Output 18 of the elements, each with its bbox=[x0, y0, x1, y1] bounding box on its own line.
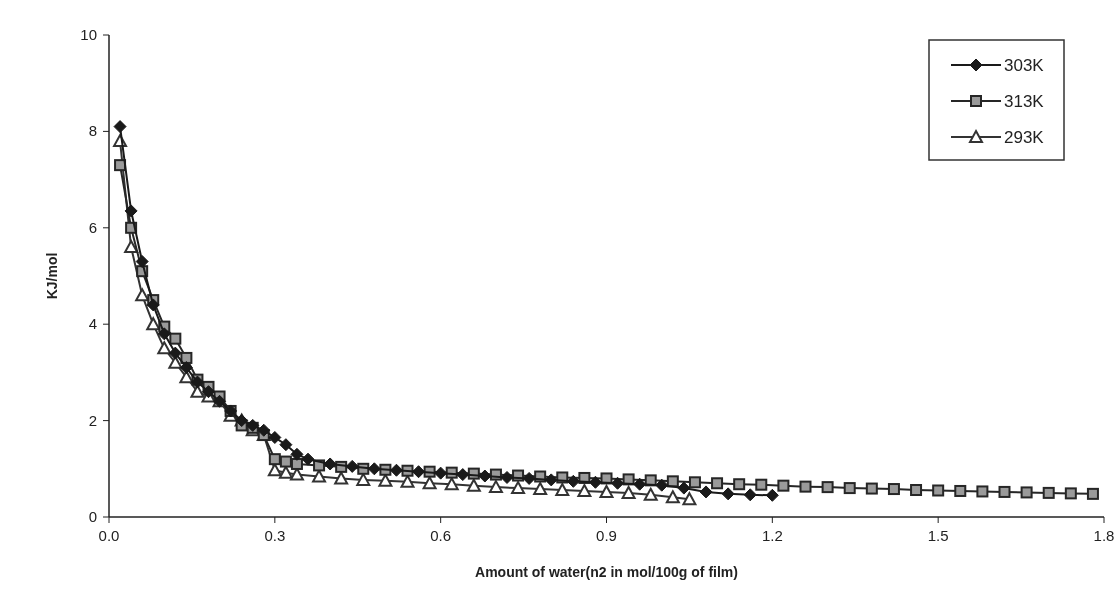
y-tick-label: 8 bbox=[88, 122, 97, 140]
x-tick-label: 0.6 bbox=[430, 527, 452, 544]
y-axis-title: KJ/mol bbox=[44, 252, 60, 300]
y-tick-label: 0 bbox=[88, 508, 97, 525]
x-tick-label: 1.8 bbox=[1093, 527, 1115, 544]
legend-label: 293K bbox=[1004, 128, 1045, 147]
x-tick-label: 0.9 bbox=[596, 527, 617, 544]
x-axis-title: Amount of water(n2 in mol/100g of film) bbox=[475, 564, 738, 580]
y-tick-label: 4 bbox=[88, 315, 97, 333]
y-tick-label: 2 bbox=[88, 411, 97, 429]
x-tick-label: 0.0 bbox=[98, 527, 120, 544]
legend-label: 313K bbox=[1004, 92, 1045, 111]
legend-label: 303K bbox=[1004, 56, 1045, 75]
x-tick-label: 1.2 bbox=[761, 527, 783, 544]
x-tick-label: 0.3 bbox=[264, 527, 286, 544]
y-tick-label: 6 bbox=[88, 218, 97, 236]
x-tick-label: 1.5 bbox=[927, 527, 949, 544]
y-tick-label: 10 bbox=[80, 26, 97, 43]
